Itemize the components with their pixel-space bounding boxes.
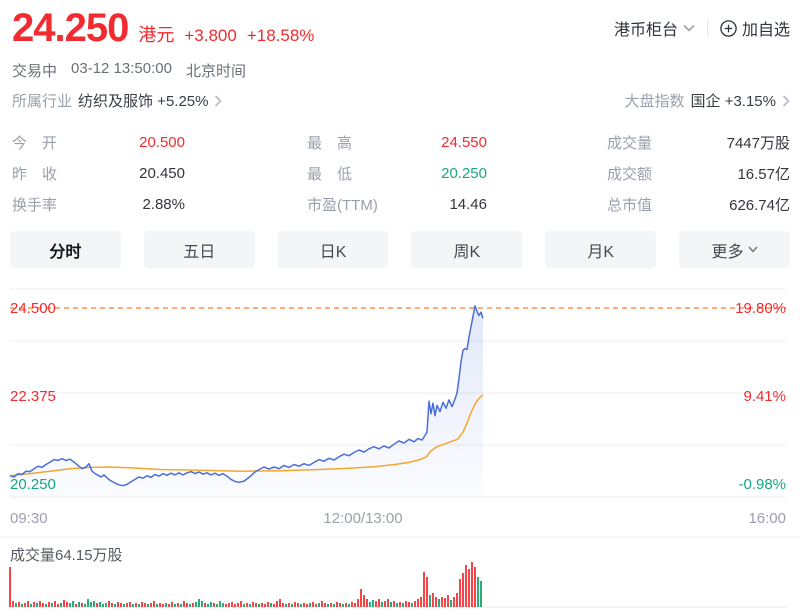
price-area-fill	[10, 305, 483, 497]
index-value: 国企 +3.15%	[690, 93, 776, 110]
stat-open: 今 开 20.500	[12, 134, 185, 152]
chart-period-tabs: 分时 五日 日K 周K 月K 更多	[0, 231, 800, 268]
tab-five-day[interactable]: 五日	[143, 231, 255, 268]
index-label: 大盘指数	[624, 93, 685, 110]
datetime: 03-12 13:50:00	[71, 60, 172, 77]
add-watchlist-label: 加自选	[741, 22, 790, 39]
counter-label: 港币柜台	[613, 22, 678, 39]
avg-price-line	[9, 394, 484, 477]
x-axis-time-label: 16:00	[748, 510, 786, 527]
stat-high: 最 高 24.550	[307, 134, 487, 152]
tab-weekly-k[interactable]: 周K	[411, 231, 523, 268]
price-group: 24.250 港元 +3.800 +18.58%	[12, 6, 314, 50]
add-watchlist-button[interactable]: 加自选	[720, 16, 790, 40]
stat-amount: 成交额 16.57亿	[607, 166, 790, 183]
intraday-chart[interactable]: 24.500 19.80% 22.375 9.41% 20.250 -0.98% 09:30…	[0, 276, 800, 613]
x-axis-labels: 09:30 12:00/13:00 16:00	[10, 510, 786, 527]
stat-volume: 成交量 7447万股	[607, 135, 790, 152]
y-axis-price-label: 22.375	[10, 388, 56, 405]
currency-label: 港元	[138, 25, 175, 45]
stat-pe-ttm: 市盈(TTM) 14.46	[307, 196, 487, 214]
y-axis-price-label: 24.500	[10, 300, 56, 317]
chevron-right-icon	[215, 94, 223, 107]
stat-turnover-rate: 换手率 2.88%	[12, 196, 185, 214]
y-axis-percent-label: -0.98%	[738, 476, 786, 493]
industry-value: 纺织及服饰 +5.25%	[78, 93, 209, 110]
tab-intraday[interactable]: 分时	[10, 231, 121, 268]
currency-counter-dropdown[interactable]: 港币柜台	[614, 16, 695, 40]
trading-status: 交易中	[12, 63, 58, 80]
price-change: +3.800	[184, 26, 237, 45]
market-index-link[interactable]: 大盘指数 国企 +3.15%	[625, 90, 790, 111]
chevron-right-icon	[782, 94, 790, 107]
tab-daily-k[interactable]: 日K	[277, 231, 389, 268]
y-axis-percent-label: 19.80%	[735, 300, 786, 317]
industry-link[interactable]: 所属行业 纺织及服饰 +5.25%	[12, 90, 223, 111]
tab-monthly-k[interactable]: 月K	[545, 231, 657, 268]
plus-circle-icon	[720, 19, 737, 37]
chevron-down-icon	[683, 24, 695, 32]
chart-section: 24.500 19.80% 22.375 9.41% 20.250 -0.98% 09:30…	[0, 276, 800, 613]
stat-market-cap: 总市值 626.74亿	[607, 197, 790, 214]
stats-grid: 今 开 20.500 昨 收 20.450 换手率 2.88% 最 高 24.5…	[0, 127, 800, 220]
x-axis-time-label: 09:30	[10, 510, 48, 527]
y-axis-percent-label: 9.41%	[743, 388, 786, 405]
volume-label: 成交量64.15万股	[10, 546, 123, 564]
stat-prev-close: 昨 收 20.450	[12, 165, 185, 183]
chevron-down-icon	[748, 246, 758, 253]
volume-bars	[9, 562, 482, 607]
vertical-divider	[706, 20, 708, 36]
y-axis-labels: 24.500 19.80% 22.375 9.41% 20.250 -0.98%	[10, 300, 786, 493]
x-axis-time-label: 12:00/13:00	[323, 510, 402, 527]
industry-label: 所属行业	[12, 93, 73, 110]
current-price: 24.250	[12, 6, 129, 50]
price-line	[9, 305, 484, 487]
y-axis-price-label: 20.250	[10, 476, 56, 493]
stock-header: 24.250 港元 +3.800 +18.58% 港币柜台 加自选	[0, 0, 800, 111]
tab-more[interactable]: 更多	[679, 231, 790, 268]
stat-low: 最 低 20.250	[307, 165, 487, 183]
price-change-percent: +18.58%	[246, 26, 315, 45]
timezone-label: 北京时间	[185, 63, 246, 80]
